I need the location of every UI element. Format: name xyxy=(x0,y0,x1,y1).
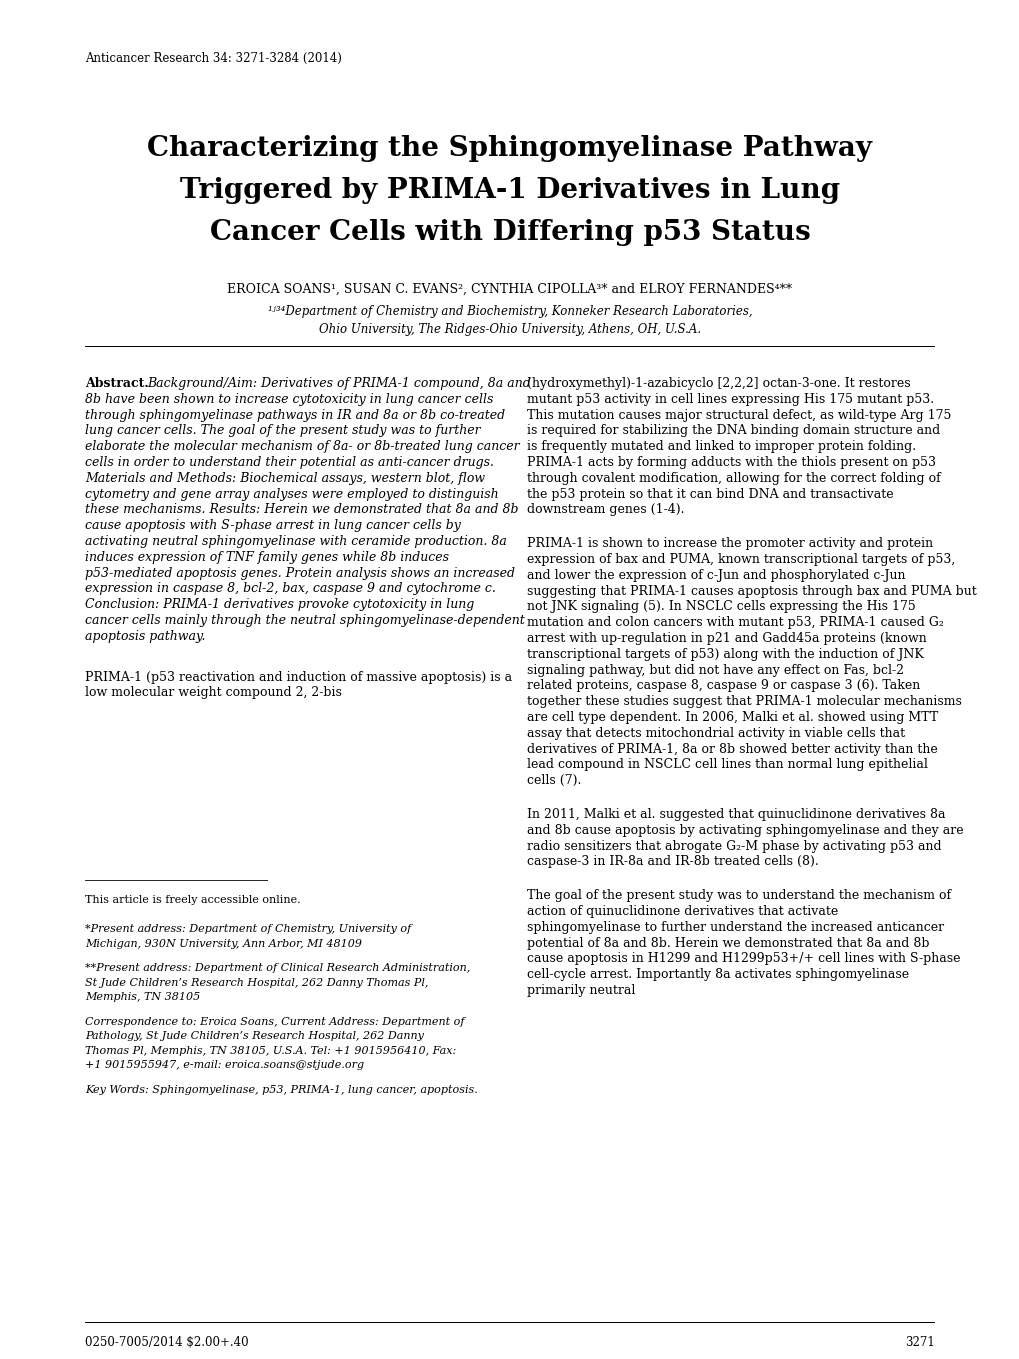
Text: cancer cells mainly through the neutral sphingomyelinase-dependent: cancer cells mainly through the neutral … xyxy=(85,614,524,626)
Text: Cancer Cells with Differing p53 Status: Cancer Cells with Differing p53 Status xyxy=(210,219,809,246)
Text: caspase-3 in IR-8a and IR-8b treated cells (8).: caspase-3 in IR-8a and IR-8b treated cel… xyxy=(527,855,818,868)
Text: Ohio University, The Ridges-Ohio University, Athens, OH, U.S.A.: Ohio University, The Ridges-Ohio Univers… xyxy=(319,323,700,336)
Text: related proteins, caspase 8, caspase 9 or caspase 3 (6). Taken: related proteins, caspase 8, caspase 9 o… xyxy=(527,680,920,692)
Text: cells in order to understand their potential as anti-cancer drugs.: cells in order to understand their poten… xyxy=(85,457,493,469)
Text: low molecular weight compound 2, 2-bis: low molecular weight compound 2, 2-bis xyxy=(85,686,341,700)
Text: Characterizing the Sphingomyelinase Pathway: Characterizing the Sphingomyelinase Path… xyxy=(148,135,871,162)
Text: PRIMA-1 is shown to increase the promoter activity and protein: PRIMA-1 is shown to increase the promote… xyxy=(527,537,932,550)
Text: Key Words: Sphingomyelinase, p53, PRIMA-1, lung cancer, apoptosis.: Key Words: Sphingomyelinase, p53, PRIMA-… xyxy=(85,1084,477,1095)
Text: and lower the expression of c-Jun and phosphorylated c-Jun: and lower the expression of c-Jun and ph… xyxy=(527,569,905,582)
Text: is required for stabilizing the DNA binding domain structure and: is required for stabilizing the DNA bind… xyxy=(527,424,940,438)
Text: radio sensitizers that abrogate G₂-M phase by activating p53 and: radio sensitizers that abrogate G₂-M pha… xyxy=(527,840,942,852)
Text: cause apoptosis in H1299 and H1299p53+/+ cell lines with S-phase: cause apoptosis in H1299 and H1299p53+/+… xyxy=(527,953,960,965)
Text: is frequently mutated and linked to improper protein folding.: is frequently mutated and linked to impr… xyxy=(527,440,916,453)
Text: expression in caspase 8, bcl-2, bax, caspase 9 and cytochrome c.: expression in caspase 8, bcl-2, bax, cas… xyxy=(85,583,495,595)
Text: This article is freely accessible online.: This article is freely accessible online… xyxy=(85,896,301,905)
Text: 3271: 3271 xyxy=(905,1336,934,1349)
Text: and 8b cause apoptosis by activating sphingomyelinase and they are: and 8b cause apoptosis by activating sph… xyxy=(527,824,963,837)
Text: cell-cycle arrest. Importantly 8a activates sphingomyelinase: cell-cycle arrest. Importantly 8a activa… xyxy=(527,968,909,981)
Text: St Jude Children’s Research Hospital, 262 Danny Thomas Pl,: St Jude Children’s Research Hospital, 26… xyxy=(85,978,428,988)
Text: activating neutral sphingomyelinase with ceramide production. 8a: activating neutral sphingomyelinase with… xyxy=(85,535,506,548)
Text: mutation and colon cancers with mutant p53, PRIMA-1 caused G₂: mutation and colon cancers with mutant p… xyxy=(527,616,944,629)
Text: ¹ʲ³⁴Department of Chemistry and Biochemistry, Konneker Research Laboratories,: ¹ʲ³⁴Department of Chemistry and Biochemi… xyxy=(267,304,752,318)
Text: EROICA SOANS¹, SUSAN C. EVANS², CYNTHIA CIPOLLA³* and ELROY FERNANDES⁴**: EROICA SOANS¹, SUSAN C. EVANS², CYNTHIA … xyxy=(227,283,792,296)
Text: the p53 protein so that it can bind DNA and transactivate: the p53 protein so that it can bind DNA … xyxy=(527,488,894,500)
Text: Correspondence to: Eroica Soans, Current Address: Department of: Correspondence to: Eroica Soans, Current… xyxy=(85,1017,464,1027)
Text: +1 9015955947, e-mail: eroica.soans@stjude.org: +1 9015955947, e-mail: eroica.soans@stju… xyxy=(85,1060,364,1071)
Text: through sphingomyelinase pathways in IR and 8a or 8b co-treated: through sphingomyelinase pathways in IR … xyxy=(85,409,504,421)
Text: cells (7).: cells (7). xyxy=(527,775,581,787)
Text: Background/Aim: Derivatives of PRIMA-1 compound, 8a and: Background/Aim: Derivatives of PRIMA-1 c… xyxy=(147,376,530,390)
Text: Memphis, TN 38105: Memphis, TN 38105 xyxy=(85,992,200,1003)
Text: Materials and Methods: Biochemical assays, western blot, flow: Materials and Methods: Biochemical assay… xyxy=(85,472,485,485)
Text: potential of 8a and 8b. Herein we demonstrated that 8a and 8b: potential of 8a and 8b. Herein we demons… xyxy=(527,936,929,950)
Text: cytometry and gene array analyses were employed to distinguish: cytometry and gene array analyses were e… xyxy=(85,488,498,500)
Text: primarily neutral: primarily neutral xyxy=(527,984,635,998)
Text: This mutation causes major structural defect, as wild-type Arg 175: This mutation causes major structural de… xyxy=(527,409,951,421)
Text: Abstract.: Abstract. xyxy=(85,376,149,390)
Text: mutant p53 activity in cell lines expressing His 175 mutant p53.: mutant p53 activity in cell lines expres… xyxy=(527,393,933,406)
Text: expression of bax and PUMA, known transcriptional targets of p53,: expression of bax and PUMA, known transc… xyxy=(527,553,955,565)
Text: Pathology, St Jude Children’s Research Hospital, 262 Danny: Pathology, St Jude Children’s Research H… xyxy=(85,1031,424,1041)
Text: action of quinuclidinone derivatives that activate: action of quinuclidinone derivatives tha… xyxy=(527,905,838,917)
Text: apoptosis pathway.: apoptosis pathway. xyxy=(85,629,205,643)
Text: transcriptional targets of p53) along with the induction of JNK: transcriptional targets of p53) along wi… xyxy=(527,648,923,660)
Text: p53-mediated apoptosis genes. Protein analysis shows an increased: p53-mediated apoptosis genes. Protein an… xyxy=(85,567,515,579)
Text: derivatives of PRIMA-1, 8a or 8b showed better activity than the: derivatives of PRIMA-1, 8a or 8b showed … xyxy=(527,742,937,756)
Text: In 2011, Malki et al. suggested that quinuclidinone derivatives 8a: In 2011, Malki et al. suggested that qui… xyxy=(527,809,945,821)
Text: Conclusion: PRIMA-1 derivatives provoke cytotoxicity in lung: Conclusion: PRIMA-1 derivatives provoke … xyxy=(85,598,474,612)
Text: assay that detects mitochondrial activity in viable cells that: assay that detects mitochondrial activit… xyxy=(527,727,905,739)
Text: PRIMA-1 (p53 reactivation and induction of massive apoptosis) is a: PRIMA-1 (p53 reactivation and induction … xyxy=(85,670,512,684)
Text: suggesting that PRIMA-1 causes apoptosis through bax and PUMA but: suggesting that PRIMA-1 causes apoptosis… xyxy=(527,584,976,598)
Text: **Present address: Department of Clinical Research Administration,: **Present address: Department of Clinica… xyxy=(85,964,470,973)
Text: Anticancer Research 34: 3271-3284 (2014): Anticancer Research 34: 3271-3284 (2014) xyxy=(85,52,341,65)
Text: downstream genes (1-4).: downstream genes (1-4). xyxy=(527,503,685,516)
Text: lead compound in NSCLC cell lines than normal lung epithelial: lead compound in NSCLC cell lines than n… xyxy=(527,758,927,772)
Text: together these studies suggest that PRIMA-1 molecular mechanisms: together these studies suggest that PRIM… xyxy=(527,696,962,708)
Text: are cell type dependent. In 2006, Malki et al. showed using MTT: are cell type dependent. In 2006, Malki … xyxy=(527,711,937,724)
Text: PRIMA-1 acts by forming adducts with the thiols present on p53: PRIMA-1 acts by forming adducts with the… xyxy=(527,457,935,469)
Text: through covalent modification, allowing for the correct folding of: through covalent modification, allowing … xyxy=(527,472,941,485)
Text: *Present address: Department of Chemistry, University of: *Present address: Department of Chemistr… xyxy=(85,924,411,935)
Text: 0250-7005/2014 $2.00+.40: 0250-7005/2014 $2.00+.40 xyxy=(85,1336,249,1349)
Text: cause apoptosis with S-phase arrest in lung cancer cells by: cause apoptosis with S-phase arrest in l… xyxy=(85,519,461,533)
Text: Triggered by PRIMA-1 Derivatives in Lung: Triggered by PRIMA-1 Derivatives in Lung xyxy=(179,177,840,204)
Text: signaling pathway, but did not have any effect on Fas, bcl-2: signaling pathway, but did not have any … xyxy=(527,663,904,677)
Text: The goal of the present study was to understand the mechanism of: The goal of the present study was to und… xyxy=(527,889,951,902)
Text: arrest with up-regulation in p21 and Gadd45a proteins (known: arrest with up-regulation in p21 and Gad… xyxy=(527,632,926,646)
Text: these mechanisms. Results: Herein we demonstrated that 8a and 8b: these mechanisms. Results: Herein we dem… xyxy=(85,503,518,516)
Text: elaborate the molecular mechanism of 8a- or 8b-treated lung cancer: elaborate the molecular mechanism of 8a-… xyxy=(85,440,519,453)
Text: Thomas Pl, Memphis, TN 38105, U.S.A. Tel: +1 9015956410, Fax:: Thomas Pl, Memphis, TN 38105, U.S.A. Tel… xyxy=(85,1046,455,1056)
Text: sphingomyelinase to further understand the increased anticancer: sphingomyelinase to further understand t… xyxy=(527,921,944,934)
Text: 8b have been shown to increase cytotoxicity in lung cancer cells: 8b have been shown to increase cytotoxic… xyxy=(85,393,493,406)
Text: (hydroxymethyl)-1-azabicyclo [2,2,2] octan-3-one. It restores: (hydroxymethyl)-1-azabicyclo [2,2,2] oct… xyxy=(527,376,910,390)
Text: Michigan, 930N University, Ann Arbor, MI 48109: Michigan, 930N University, Ann Arbor, MI… xyxy=(85,939,362,949)
Text: lung cancer cells. The goal of the present study was to further: lung cancer cells. The goal of the prese… xyxy=(85,424,480,438)
Text: not JNK signaling (5). In NSCLC cells expressing the His 175: not JNK signaling (5). In NSCLC cells ex… xyxy=(527,601,915,613)
Text: induces expression of TNF family genes while 8b induces: induces expression of TNF family genes w… xyxy=(85,550,448,564)
